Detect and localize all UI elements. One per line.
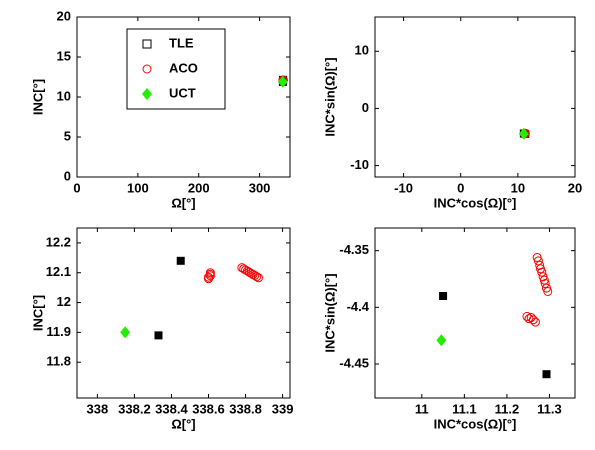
x-tick-label: 11.3 <box>537 401 562 416</box>
circle-marker <box>524 314 534 324</box>
circle-marker <box>205 271 215 281</box>
x-tick-label: 338.8 <box>229 401 262 416</box>
x-tick-label: 11.1 <box>452 401 477 416</box>
plot-area <box>374 16 576 178</box>
y-tick-label: -10 <box>350 157 369 172</box>
x-tick-label: 20 <box>568 180 582 195</box>
x-axis-label: INC*cos(Ω)[°] <box>434 416 517 431</box>
diamond-marker <box>120 326 131 339</box>
circle-marker <box>535 260 545 270</box>
square-marker <box>176 256 185 265</box>
circle-marker <box>252 272 262 282</box>
square-marker <box>142 39 152 49</box>
y-tick-label: 15 <box>57 48 71 63</box>
y-axis-label: INC*sin(Ω)[°] <box>322 57 337 136</box>
y-tick-label: -4.4 <box>347 299 370 314</box>
plot-area <box>76 227 291 399</box>
x-tick-label: 11.2 <box>495 401 520 416</box>
x-tick-label: 0 <box>457 180 464 195</box>
x-tick-label: 338.6 <box>192 401 225 416</box>
y-tick-label: 0 <box>64 168 71 183</box>
circle-marker <box>532 252 542 262</box>
legend-label: ACO <box>169 60 198 75</box>
circle-marker <box>540 279 550 289</box>
square-marker <box>154 331 163 340</box>
x-tick-label: 300 <box>249 180 271 195</box>
diamond-marker <box>518 127 529 140</box>
circle-marker <box>538 272 548 282</box>
y-tick-label: 0 <box>362 100 369 115</box>
x-tick-label: 338.4 <box>155 401 188 416</box>
y-tick-label: -4.35 <box>339 242 369 257</box>
legend-label: TLE <box>169 35 194 50</box>
y-tick-label: 10 <box>355 43 369 58</box>
diamond-marker <box>277 75 288 88</box>
circle-marker <box>204 274 214 284</box>
circle-marker <box>522 311 532 321</box>
y-axis-label: INC*sin(Ω)[°] <box>322 273 337 352</box>
x-tick-label: 338 <box>87 401 109 416</box>
diamond-marker <box>436 334 447 347</box>
circle-marker <box>526 313 536 323</box>
y-tick-label: 5 <box>64 128 71 143</box>
x-tick-label: 0 <box>73 180 80 195</box>
x-tick-label: 11 <box>415 401 429 416</box>
diamond-marker <box>142 88 152 100</box>
plot-area <box>374 227 576 399</box>
x-tick-label: 339 <box>272 401 294 416</box>
y-tick-label: 20 <box>57 8 71 23</box>
y-tick-label: 11.9 <box>46 324 71 339</box>
y-tick-label: 12.2 <box>46 234 71 249</box>
legend-label: UCT <box>169 85 196 100</box>
y-tick-label: 12 <box>57 294 71 309</box>
y-axis-label: INC[°] <box>30 79 45 115</box>
x-tick-label: 10 <box>511 180 525 195</box>
circle-marker <box>254 273 264 283</box>
y-axis-label: INC[°] <box>30 295 45 331</box>
circle-marker <box>142 64 152 74</box>
y-tick-label: 12.1 <box>46 264 71 279</box>
x-tick-label: 100 <box>127 180 149 195</box>
y-tick-label: 10 <box>57 88 71 103</box>
y-tick-label: 11.8 <box>46 354 71 369</box>
x-tick-label: 200 <box>188 180 210 195</box>
square-marker <box>542 370 551 379</box>
y-tick-label: -4.45 <box>339 355 369 370</box>
x-axis-label: INC*cos(Ω)[°] <box>434 195 517 210</box>
x-axis-label: Ω[°] <box>171 195 195 210</box>
x-tick-label: 338.2 <box>118 401 151 416</box>
square-marker <box>439 292 448 300</box>
x-tick-label: -10 <box>394 180 413 195</box>
x-axis-label: Ω[°] <box>171 416 195 431</box>
